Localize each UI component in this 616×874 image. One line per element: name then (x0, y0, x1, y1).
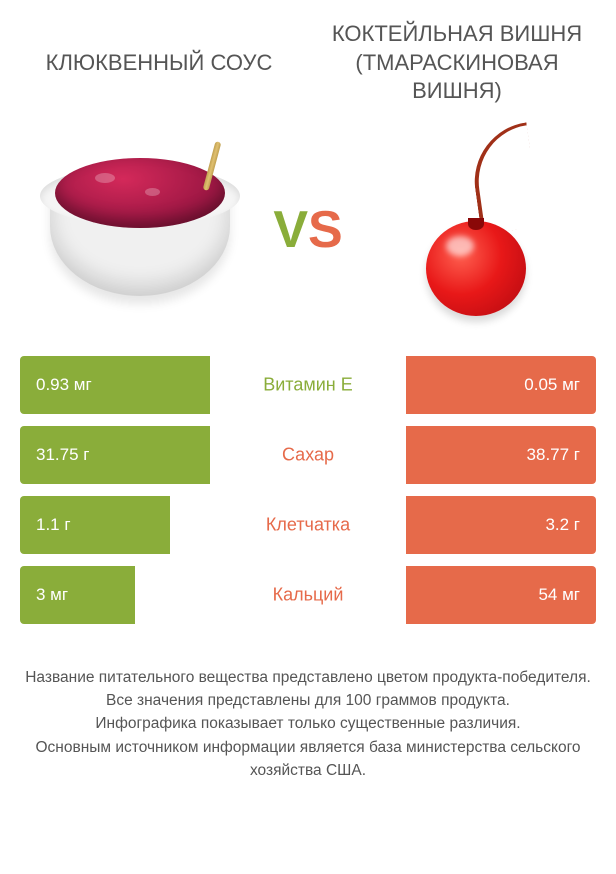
bar-left-value: 3 мг (20, 566, 135, 624)
vs-label: VS (273, 200, 342, 260)
footer-line: Основным источником информации является … (25, 736, 591, 783)
bar-row: 31.75 г 38.77 г Сахар (20, 426, 596, 484)
right-image (366, 126, 586, 326)
bar-left-value: 1.1 г (20, 496, 170, 554)
cherry-icon (396, 126, 556, 326)
bar-left-value: 0.93 мг (20, 356, 210, 414)
vs-s: S (308, 201, 343, 259)
footer-line: Все значения представлены для 100 граммо… (25, 689, 591, 712)
cranberry-bowl-icon (40, 136, 240, 316)
comparison-bars: 0.93 мг 0.05 мг Витамин E 31.75 г 38.77 г Сах… (0, 356, 616, 624)
bar-row: 0.93 мг 0.05 мг Витамин E (20, 356, 596, 414)
bar-row: 1.1 г 3.2 г Клетчатка (20, 496, 596, 554)
bar-right-value: 54 мг (406, 566, 596, 624)
images-row: VS (0, 116, 616, 356)
footer-line: Название питательного вещества представл… (25, 666, 591, 689)
left-image (30, 126, 250, 326)
header: КЛЮКВЕННЫЙ СОУС КОКТЕЙЛЬНАЯ ВИШНЯ (ТМАРА… (0, 0, 616, 116)
footer-line: Инфографика показывает только существенн… (25, 712, 591, 735)
bar-label: Кальций (273, 584, 344, 605)
left-title: КЛЮКВЕННЫЙ СОУС (10, 49, 308, 78)
vs-v: V (273, 201, 308, 259)
bar-right-value: 38.77 г (406, 426, 596, 484)
bar-left-value: 31.75 г (20, 426, 210, 484)
bar-row: 3 мг 54 мг Кальций (20, 566, 596, 624)
footer-notes: Название питательного вещества представл… (0, 636, 616, 782)
right-title: КОКТЕЙЛЬНАЯ ВИШНЯ (ТМАРАСКИНОВАЯ ВИШНЯ) (308, 20, 606, 106)
bar-label: Сахар (282, 444, 334, 465)
bar-right-value: 3.2 г (406, 496, 596, 554)
bar-label: Клетчатка (266, 514, 350, 535)
bar-label: Витамин E (263, 374, 353, 395)
bar-right-value: 0.05 мг (406, 356, 596, 414)
